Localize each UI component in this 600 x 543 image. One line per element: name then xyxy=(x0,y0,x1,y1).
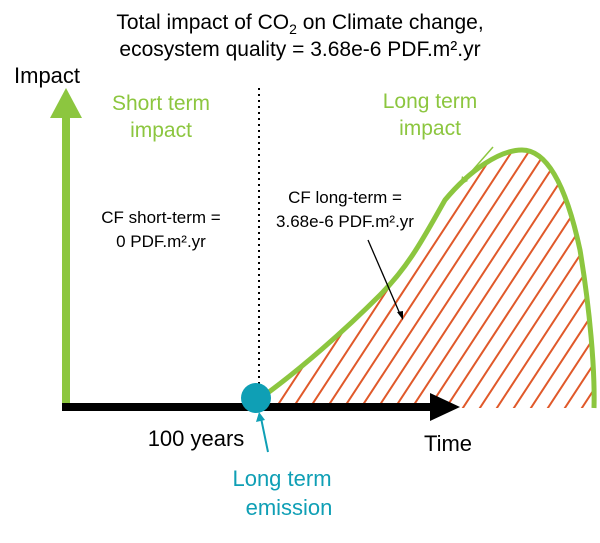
cf-long-term-pointer-head xyxy=(397,311,403,320)
cf-long-term-pointer-line xyxy=(367,239,401,315)
hatch-line xyxy=(352,150,544,408)
long-term-label-line2: impact xyxy=(399,117,461,140)
hatch-line xyxy=(318,150,510,408)
hatch-line xyxy=(258,150,391,408)
short-term-label-line2: impact xyxy=(130,119,192,142)
long-term-impact-curve xyxy=(256,147,597,409)
emission-pointer-line xyxy=(260,417,269,453)
hatch-line xyxy=(369,150,561,408)
emission-label-line2: emission xyxy=(246,495,333,520)
hatch-line xyxy=(539,150,595,408)
hatch-line xyxy=(284,150,476,408)
diagram-title-line1: Total impact of CO2 on Climate change, xyxy=(116,11,483,37)
hatch-line xyxy=(522,150,595,408)
hatch-line xyxy=(505,150,595,408)
hatch-line xyxy=(454,150,595,408)
cf-long-term-line2: 3.68e-6 PDF.m².yr xyxy=(276,212,414,231)
hatch-line xyxy=(267,150,459,408)
y-axis-label: Impact xyxy=(14,63,80,88)
hatch-line xyxy=(556,150,595,408)
long-term-pointer-line xyxy=(463,146,494,181)
long-term-pointer-head xyxy=(460,176,468,185)
cf-short-term-line2: 0 PDF.m².yr xyxy=(116,232,206,251)
hatch-line xyxy=(258,150,442,408)
emission-label-line1: Long term xyxy=(232,466,331,491)
hatch-line xyxy=(437,150,595,408)
hatch-line xyxy=(386,150,578,408)
diagram-title-line2: ecosystem quality = 3.68e-6 PDF.m².yr xyxy=(119,38,480,61)
y-axis-arrow xyxy=(50,88,82,410)
long-term-label-line1: Long term xyxy=(383,90,478,113)
hatch-line xyxy=(403,150,595,408)
hatch-line xyxy=(335,150,527,408)
cf-short-term-line1: CF short-term = xyxy=(101,208,221,227)
cf-long-term-line1: CF long-term = xyxy=(288,188,402,207)
x-axis-label: Time xyxy=(424,431,472,456)
short-term-label-line1: Short term xyxy=(112,92,210,115)
hatch-line xyxy=(471,150,595,408)
hatch-line xyxy=(258,150,408,408)
emission-point xyxy=(241,383,271,413)
x-marker-label: 100 years xyxy=(148,426,245,451)
emission-pointer-head xyxy=(256,412,265,422)
